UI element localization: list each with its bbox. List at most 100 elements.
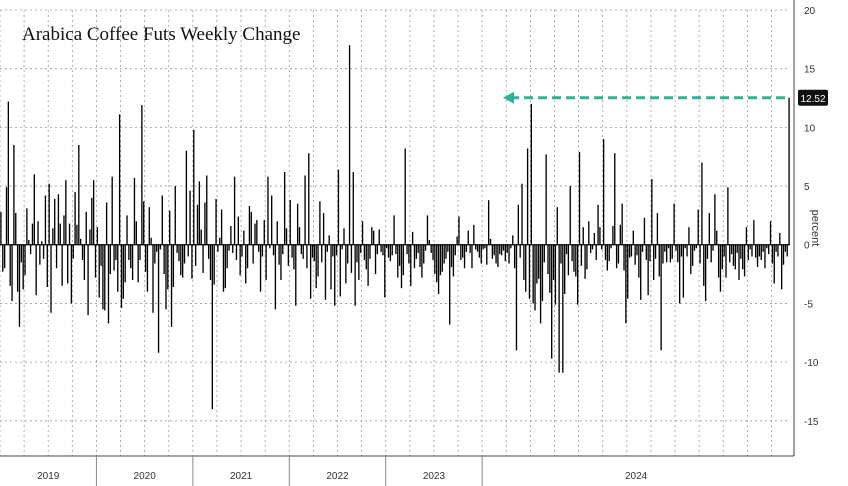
bar	[31, 223, 34, 245]
bar	[46, 244, 48, 287]
bar	[627, 244, 629, 299]
bar	[269, 244, 271, 249]
bar	[350, 244, 353, 273]
bar	[691, 244, 694, 266]
bar	[96, 227, 99, 245]
bar	[102, 244, 104, 310]
y-tick-label: 5	[804, 182, 810, 193]
bar	[326, 244, 328, 252]
bar	[70, 244, 73, 304]
bar	[16, 244, 19, 292]
bar	[83, 244, 86, 280]
bar	[250, 211, 252, 245]
bar	[562, 244, 564, 373]
bar	[374, 244, 377, 275]
bar	[625, 244, 627, 324]
bar	[475, 244, 477, 250]
bar	[452, 244, 455, 277]
bar	[667, 244, 670, 249]
bar	[428, 240, 430, 245]
bar	[94, 244, 97, 278]
bar	[743, 244, 746, 277]
bar	[135, 221, 137, 245]
bar	[54, 198, 56, 245]
bar	[295, 244, 297, 306]
bar	[68, 223, 71, 245]
bar	[684, 244, 686, 249]
bar	[732, 244, 735, 266]
bar	[621, 203, 623, 245]
bar	[517, 204, 519, 245]
bar	[400, 244, 403, 289]
bar	[575, 244, 577, 277]
bar	[263, 220, 265, 245]
bar	[59, 223, 61, 245]
bar	[272, 244, 275, 256]
bar	[219, 237, 221, 245]
bar	[380, 244, 382, 252]
bar	[61, 244, 63, 286]
bar	[747, 244, 749, 260]
bar	[602, 139, 605, 245]
bar	[591, 244, 594, 250]
bar	[549, 244, 551, 293]
bar	[146, 244, 149, 292]
bar	[619, 224, 621, 245]
bar	[649, 244, 651, 262]
y-tick-label: -15	[804, 417, 819, 428]
bar	[271, 195, 273, 245]
annotations: 12.52	[503, 89, 828, 106]
bar	[213, 244, 215, 285]
bar	[578, 152, 581, 245]
bar	[356, 244, 358, 263]
bar	[532, 244, 534, 304]
bar	[749, 244, 751, 250]
bar	[187, 244, 189, 257]
y-axis-label: percent	[809, 210, 821, 247]
bar	[91, 197, 93, 245]
bar	[330, 244, 332, 290]
bar	[237, 216, 239, 245]
bar	[534, 244, 536, 311]
bar	[265, 244, 267, 280]
bar	[677, 244, 679, 263]
bar	[487, 200, 490, 245]
bar	[185, 150, 188, 245]
bar	[317, 244, 319, 277]
bar	[332, 244, 334, 257]
bar	[571, 244, 573, 262]
bar	[773, 244, 775, 284]
bar	[536, 244, 538, 284]
bar	[395, 244, 397, 255]
bar	[128, 244, 130, 260]
bar	[573, 244, 575, 272]
bar	[113, 244, 115, 271]
bar	[589, 244, 592, 253]
bar	[220, 209, 223, 245]
bar	[766, 244, 768, 249]
bar	[167, 244, 169, 290]
bar	[482, 244, 484, 250]
bar	[287, 244, 290, 266]
bar	[241, 244, 243, 257]
bar	[235, 244, 238, 260]
x-tick-label: 2022	[326, 471, 349, 482]
bar	[278, 244, 280, 265]
bar	[300, 244, 303, 255]
bar	[569, 186, 571, 245]
bar	[495, 244, 497, 264]
bar	[254, 223, 256, 245]
bar	[612, 225, 614, 245]
bar	[311, 244, 314, 258]
bar	[463, 244, 466, 269]
bar	[50, 244, 52, 313]
bar	[493, 244, 495, 256]
bar	[404, 148, 406, 245]
bar	[411, 231, 414, 245]
bar	[397, 244, 399, 278]
bar	[209, 244, 212, 280]
bar	[682, 244, 685, 298]
bar	[506, 244, 508, 253]
bar	[283, 171, 286, 245]
bar	[706, 244, 709, 259]
